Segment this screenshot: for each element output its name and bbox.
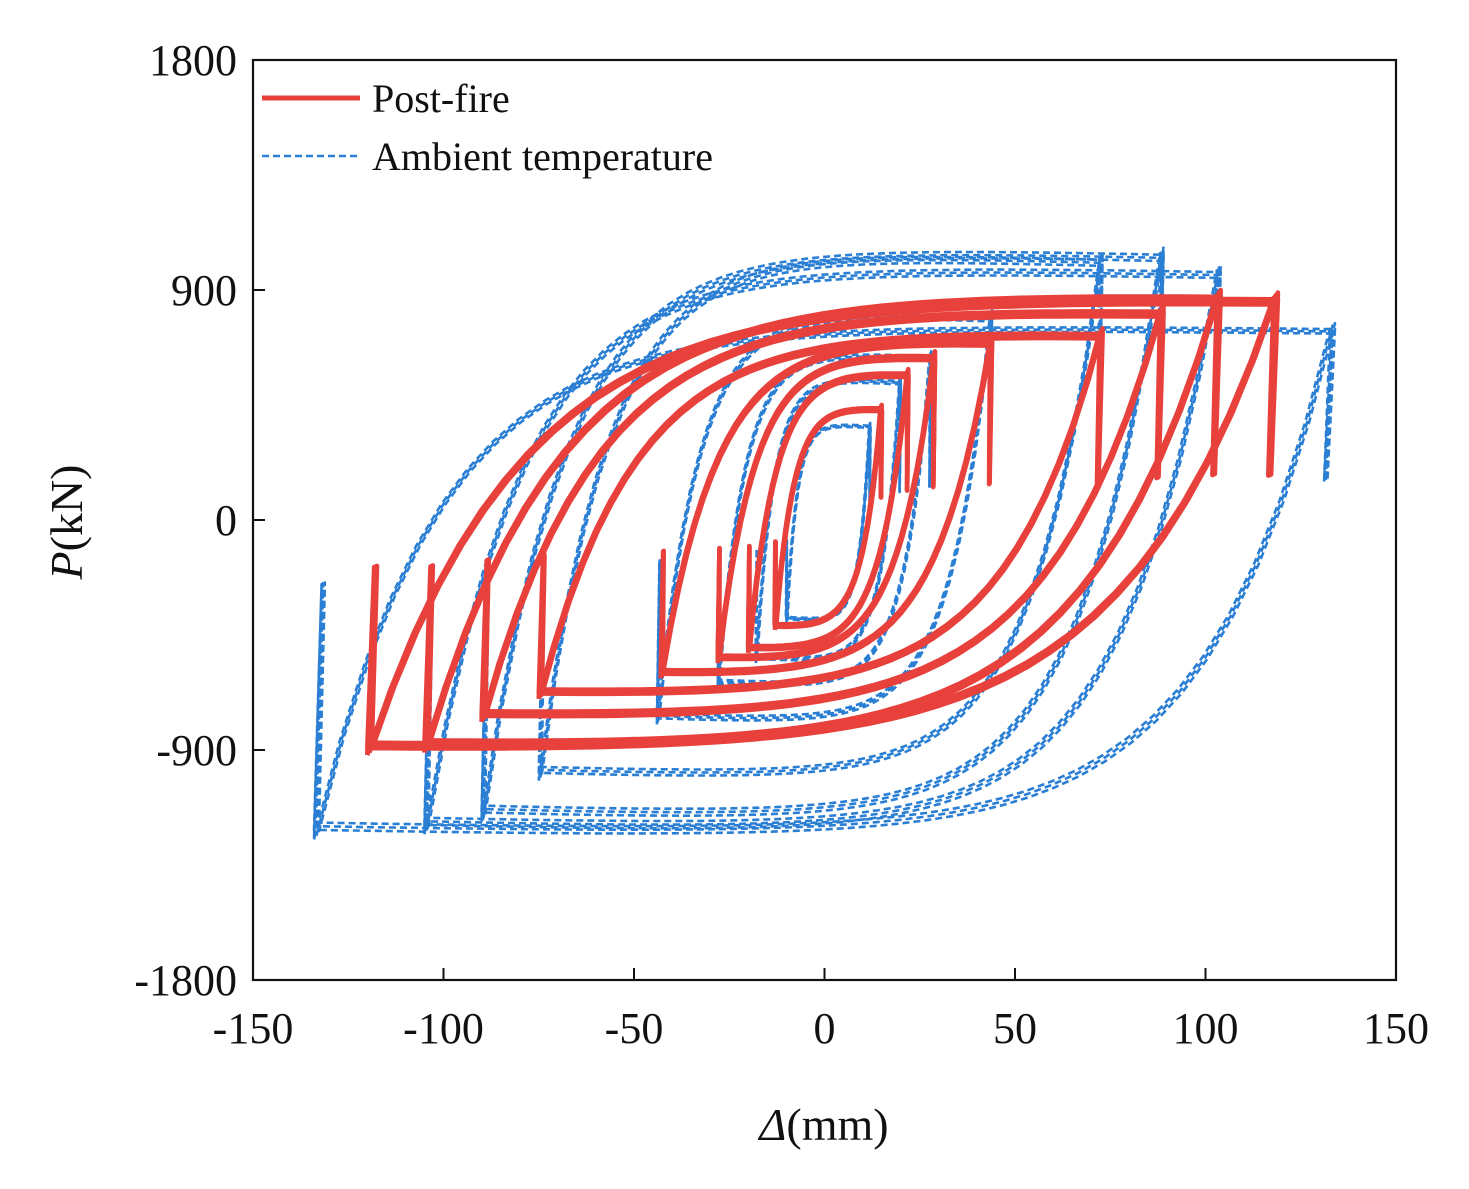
ambient-temperature-loop-7-cycle-1 <box>423 263 1222 835</box>
legend-label-post-fire: Post-fire <box>372 76 510 121</box>
ambient-temperature-loop-7-cycle-2 <box>424 266 1221 831</box>
ambient-temperature-loop-5-cycle-3 <box>539 256 1103 775</box>
x-tick-label: 0 <box>814 1004 836 1053</box>
legend: Post-fire Ambient temperature <box>262 76 713 179</box>
x-axis: -150 -100 -50 0 50 100 150 <box>213 968 1429 1053</box>
plot-area <box>312 245 1337 840</box>
ambient-temperature-loop-6-cycle-1 <box>480 245 1165 822</box>
post-fire-loop-8-cycle-3 <box>367 295 1278 751</box>
series-post-fire <box>365 287 1281 756</box>
ambient-temperature-loop-8-cycle-1 <box>312 321 1337 840</box>
x-tick-label: 100 <box>1173 1004 1239 1053</box>
ambient-temperature-loop-1-cycle-1 <box>785 421 872 623</box>
x-tick-label: 50 <box>993 1004 1037 1053</box>
x-tick-label: -50 <box>605 1004 664 1053</box>
post-fire-loop-2-cycle-2 <box>745 368 911 652</box>
x-axis-label-unit: (mm) <box>786 1099 888 1150</box>
ambient-temperature-loop-1-cycle-3 <box>784 423 872 620</box>
ambient-temperature-loop-7-cycle-3 <box>425 269 1220 828</box>
y-axis-label-unit: (kN) <box>41 465 92 552</box>
y-axis-label-symbol: P <box>41 551 92 580</box>
post-fire-loop-1-cycle-3 <box>772 405 885 628</box>
post-fire-loop-3-cycle-3 <box>715 353 938 661</box>
x-tick-label: -100 <box>403 1004 484 1053</box>
y-tick-label: -1800 <box>134 956 237 1005</box>
y-tick-label: -900 <box>156 726 237 775</box>
x-axis-label: Δ(mm) <box>757 1099 888 1150</box>
ambient-temperature-loop-1-cycle-2 <box>784 422 872 622</box>
post-fire-loop-2-cycle-1 <box>746 366 911 654</box>
post-fire-loop-2-cycle-3 <box>745 370 911 651</box>
y-tick-label: 0 <box>215 496 237 545</box>
post-fire-loop-6-cycle-3 <box>481 308 1164 718</box>
x-tick-label: 150 <box>1363 1004 1429 1053</box>
y-tick-label: 900 <box>171 266 237 315</box>
post-fire-loop-5-cycle-3 <box>538 330 1104 696</box>
y-tick-label: 1800 <box>149 36 237 85</box>
legend-label-ambient-temperature: Ambient temperature <box>372 134 713 179</box>
plot-frame <box>251 58 1398 982</box>
x-tick-label: -150 <box>213 1004 294 1053</box>
y-axis: -1800 -900 0 900 1800 <box>134 36 265 1005</box>
x-axis-label-symbol: Δ <box>757 1099 786 1150</box>
ambient-temperature-loop-6-cycle-3 <box>482 251 1163 815</box>
y-axis-label: P(kN) <box>41 465 92 581</box>
ambient-temperature-loop-6-cycle-2 <box>481 248 1164 819</box>
